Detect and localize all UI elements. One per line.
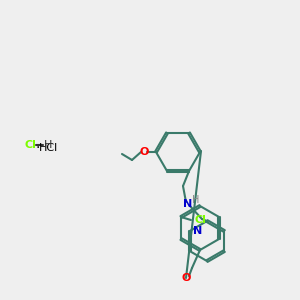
Text: N: N — [193, 226, 202, 236]
Text: HCl: HCl — [38, 143, 58, 153]
Text: H: H — [192, 195, 200, 205]
Text: Cl: Cl — [195, 215, 207, 225]
Text: ·: · — [36, 141, 40, 155]
Text: O: O — [181, 273, 191, 283]
Text: O: O — [139, 147, 149, 157]
Text: H: H — [44, 140, 52, 150]
Text: N: N — [183, 199, 193, 209]
Text: Cl: Cl — [24, 140, 36, 150]
